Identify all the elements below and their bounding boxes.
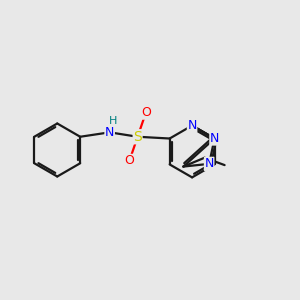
Text: O: O xyxy=(124,154,134,167)
Text: H: H xyxy=(108,116,117,126)
Text: O: O xyxy=(141,106,151,119)
Text: N: N xyxy=(105,126,114,139)
Text: N: N xyxy=(210,132,219,145)
Text: N: N xyxy=(205,158,214,170)
Text: N: N xyxy=(188,119,197,132)
Text: S: S xyxy=(133,130,142,144)
